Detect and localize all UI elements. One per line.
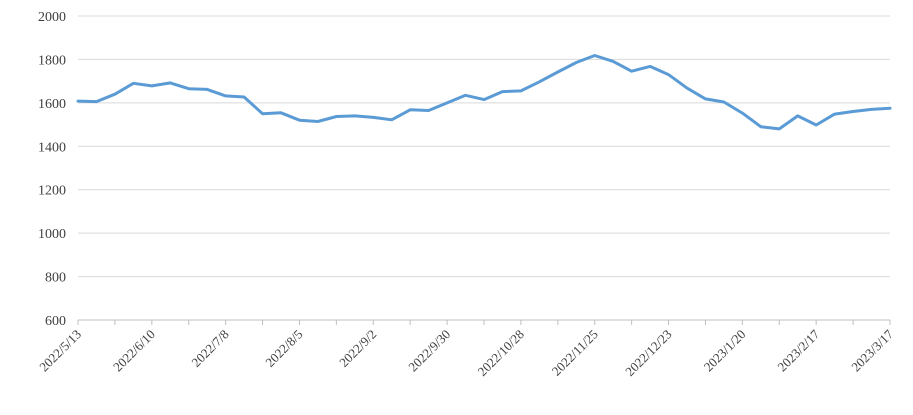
- y-axis-tick-label: 1000: [38, 227, 66, 242]
- y-axis-tick-label: 1800: [38, 53, 66, 68]
- x-axis-tick-label: 2022/9/30: [405, 327, 453, 375]
- y-axis-tick-label: 1400: [38, 140, 66, 155]
- x-axis-tick-label: 2022/11/25: [549, 327, 601, 379]
- x-axis-tick-label: 2022/5/13: [36, 327, 84, 375]
- x-axis-tick-label: 2022/6/10: [110, 327, 158, 375]
- x-axis-tick-label: 2022/12/23: [622, 327, 674, 379]
- series-line-weekly-price: [76, 54, 892, 131]
- x-axis-tick-label: 2022/10/28: [475, 327, 527, 379]
- x-axis-tick-label: 2023/2/17: [774, 326, 822, 374]
- y-axis-tick-label: 800: [45, 271, 66, 286]
- x-axis-tick-label: 2023/1/20: [701, 327, 749, 375]
- x-axis-tick-label: 2022/9/2: [336, 327, 379, 370]
- y-axis-tick-label: 1600: [38, 97, 66, 112]
- x-axis-tick-label: 2022/7/8: [188, 327, 231, 370]
- x-axis-tick-label: 2023/3/17: [848, 326, 896, 374]
- x-axis-tick-label: 2022/8/5: [262, 327, 305, 370]
- y-axis-tick-label: 600: [45, 314, 66, 329]
- y-axis-tick-label: 1200: [38, 184, 66, 199]
- y-axis-tick-label: 2000: [38, 10, 66, 25]
